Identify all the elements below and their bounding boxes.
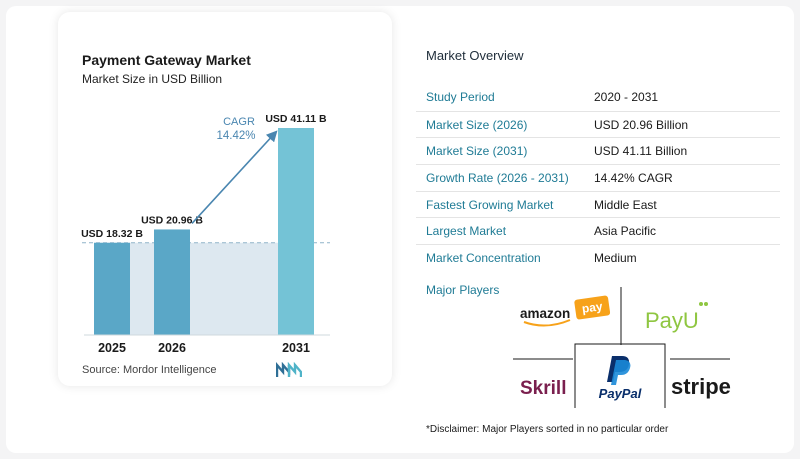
overview-row-value: Asia Pacific bbox=[594, 224, 657, 239]
overview-row-label: Study Period bbox=[426, 90, 495, 104]
overview-row-label: Largest Market bbox=[426, 224, 507, 239]
overview-row-label: Market Size (2031) bbox=[426, 144, 528, 159]
overview-title: Market Overview bbox=[426, 48, 524, 63]
cagr-label: CAGR bbox=[223, 116, 255, 128]
chart-title: Payment Gateway Market bbox=[82, 52, 251, 68]
x-tick-label: 2031 bbox=[282, 341, 310, 355]
overview-row: Largest Market Asia Pacific bbox=[416, 217, 780, 244]
players-title: Major Players bbox=[426, 283, 500, 297]
bar-chart: USD 18.32 B 2025 USD 20.96 B 2026 USD 41.11 … bbox=[81, 113, 330, 355]
overview-row: Fastest Growing Market Middle East bbox=[416, 190, 780, 218]
overview-row-value: Medium bbox=[594, 251, 637, 266]
bar-2031 bbox=[278, 128, 314, 335]
overview-row-value: USD 41.11 Billion bbox=[594, 144, 688, 159]
overview-row-value: USD 20.96 Billion bbox=[594, 117, 689, 132]
disclaimer-text: *Disclaimer: Major Players sorted in no … bbox=[426, 424, 669, 435]
overview-row: Growth Rate (2026 - 2031) 14.42% CAGR bbox=[416, 164, 780, 191]
x-tick-label: 2025 bbox=[98, 341, 126, 355]
overview-row-label: Growth Rate (2026 - 2031) bbox=[426, 171, 569, 186]
overview-row: Market Concentration Medium bbox=[416, 244, 780, 271]
overview-row-label: Fastest Growing Market bbox=[426, 197, 554, 212]
overview-row: Study Period 2020 - 2031 bbox=[416, 84, 780, 111]
cagr-value: 14.42% bbox=[216, 130, 255, 142]
overview-row-label: Market Size (2026) bbox=[426, 117, 528, 132]
overview-row-label: Market Concentration bbox=[426, 251, 541, 266]
overview-row: Market Size (2026) USD 20.96 Billion bbox=[416, 110, 780, 138]
overview-row-value: 2020 - 2031 bbox=[594, 90, 659, 104]
bar-value-label: USD 18.32 B bbox=[81, 228, 143, 240]
overview-row-value: Middle East bbox=[594, 197, 657, 212]
source-text: Source: Mordor Intelligence bbox=[82, 364, 217, 376]
chart-subtitle: Market Size in USD Billion bbox=[82, 72, 223, 86]
x-tick-label: 2026 bbox=[158, 341, 186, 355]
bar-value-label: USD 20.96 B bbox=[141, 214, 203, 226]
bar-2025 bbox=[94, 242, 130, 335]
chart-card: Payment Gateway Market Market Size in US… bbox=[58, 12, 392, 386]
bar-2026 bbox=[154, 229, 190, 335]
cagr-arrow bbox=[191, 130, 278, 225]
mordor-intelligence-logo bbox=[276, 362, 302, 377]
overview-row-value: 14.42% CAGR bbox=[594, 171, 673, 186]
overview-table: Study Period 2020 - 2031 Market Size (2026… bbox=[416, 84, 780, 271]
overview-row: Market Size (2031) USD 41.11 Billion bbox=[416, 137, 780, 164]
bar-value-label: USD 41.11 B bbox=[265, 113, 327, 125]
